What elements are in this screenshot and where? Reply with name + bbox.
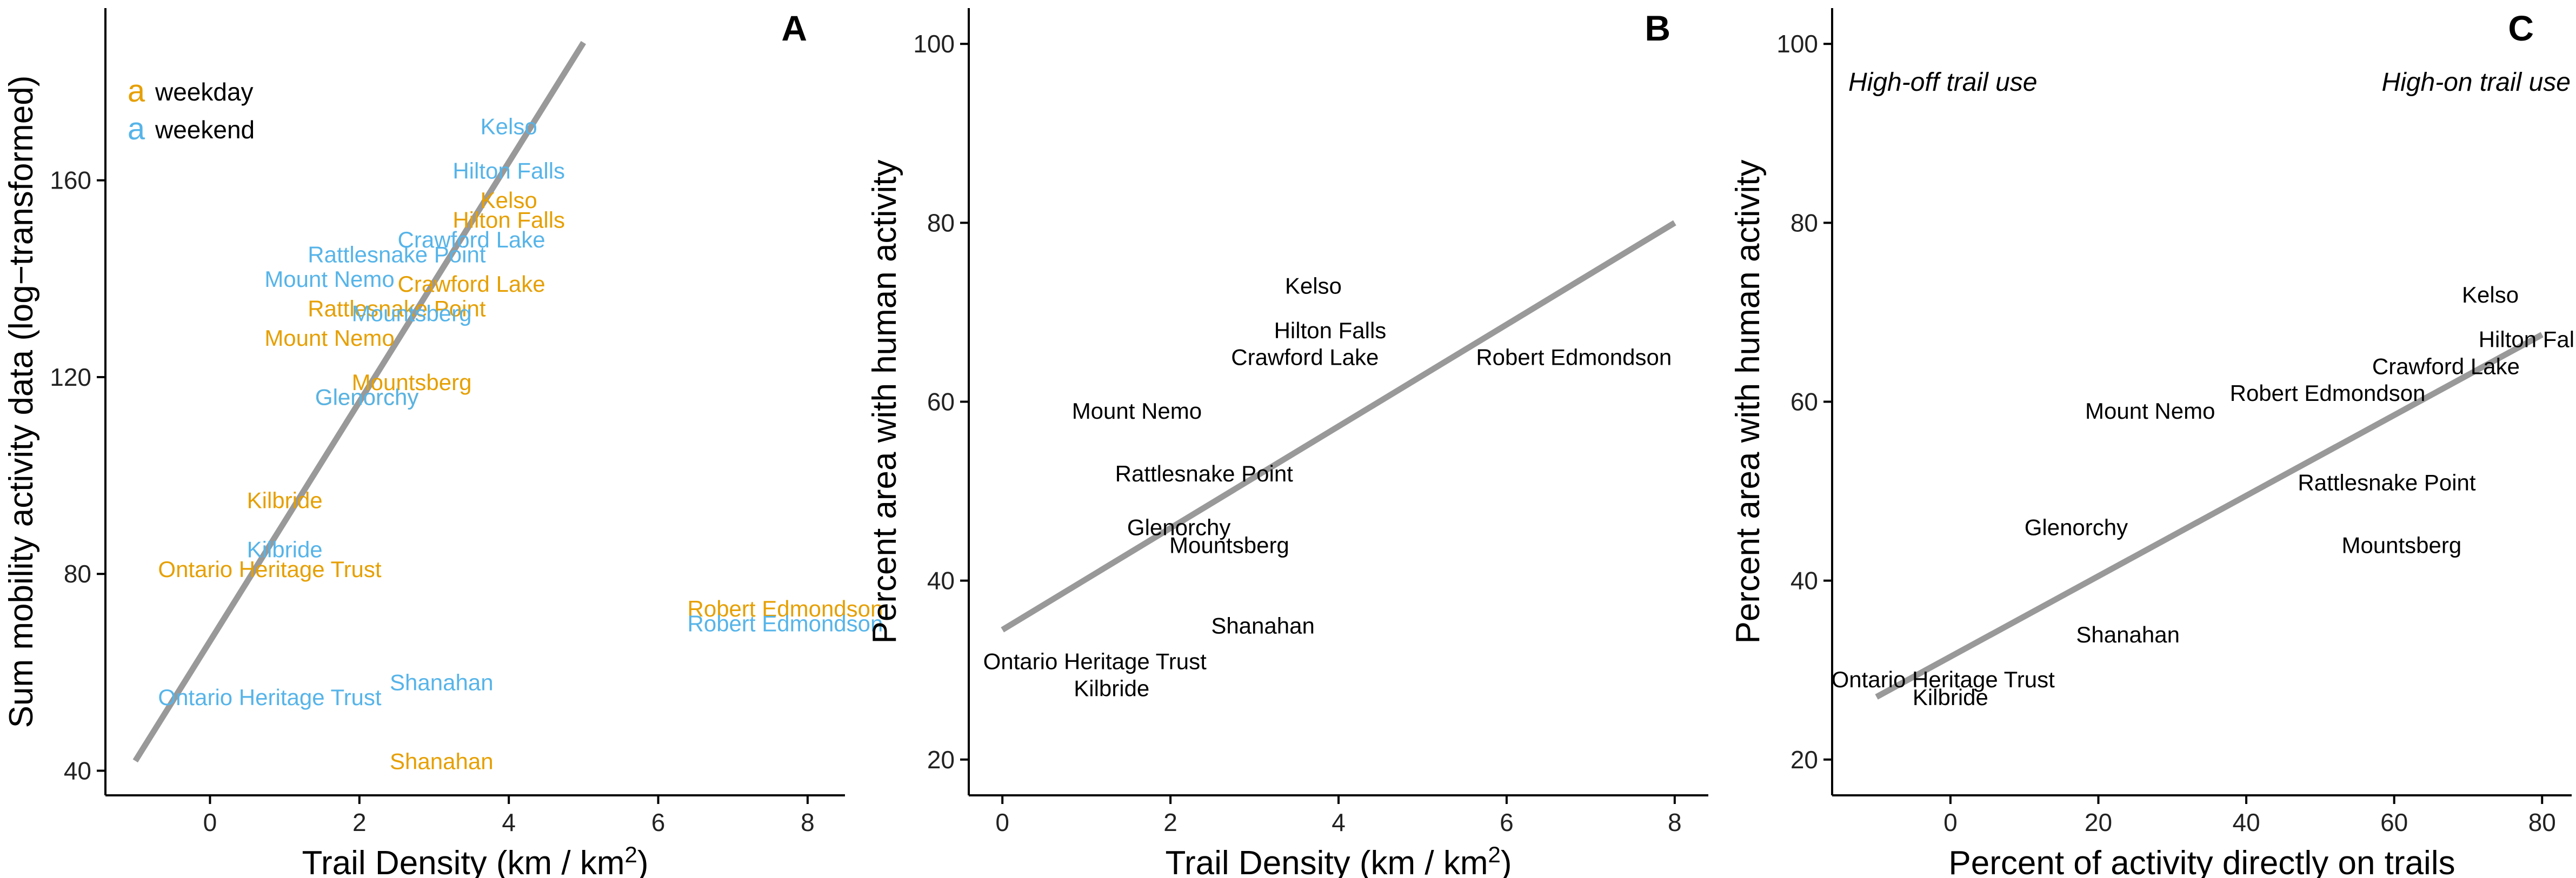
point-label-weekend: Ontario Heritage Trust: [158, 685, 382, 710]
point-label: Rattlesnake Point: [1115, 461, 1294, 486]
fit-line: [132, 41, 587, 763]
x-tick-label: 2: [352, 808, 367, 836]
point-label-weekend: Kelso: [481, 114, 537, 139]
panel-letter: A: [781, 8, 807, 48]
y-tick-label: 20: [1790, 746, 1818, 774]
panel-letter: B: [1645, 8, 1670, 48]
legend-label-weekday: weekday: [155, 78, 254, 106]
x-tick-label: 20: [2085, 808, 2112, 836]
annotation-high-on: High-on trail use: [2382, 68, 2571, 97]
point-label: Mount Nemo: [1072, 398, 1202, 424]
point-label: Kilbride: [1074, 675, 1149, 701]
x-tick-label: 6: [651, 808, 665, 836]
y-axis-label: Percent area with human activity: [1729, 160, 1767, 644]
point-label: Hilton Falls: [1274, 318, 1387, 343]
point-label: Crawford Lake: [1231, 345, 1379, 370]
y-tick-label: 60: [1790, 388, 1818, 416]
point-label-weekday: Ontario Heritage Trust: [158, 557, 382, 582]
x-tick-label: 60: [2380, 808, 2408, 836]
point-label-weekend: Hilton Falls: [452, 158, 565, 184]
point-label-weekday: Rattlesnake Point: [308, 296, 486, 321]
fit-line: [1875, 332, 2544, 700]
y-tick-label: 100: [913, 30, 955, 58]
point-label-weekday: Mount Nemo: [264, 325, 394, 351]
y-tick-label: 80: [64, 560, 91, 588]
fit-line: [1001, 220, 1676, 633]
panel-letter: C: [2508, 8, 2534, 48]
y-tick-label: 80: [927, 209, 955, 237]
x-axis-label: Trail Density (km / km2): [1165, 842, 1512, 878]
y-tick-label: 40: [64, 756, 91, 785]
point-label: Mountsberg: [2341, 532, 2461, 558]
y-tick-label: 120: [50, 363, 91, 391]
point-label-weekday: Mountsberg: [352, 370, 472, 395]
x-tick-label: 40: [2232, 808, 2260, 836]
point-label-weekend: Robert Edmondson: [688, 611, 883, 636]
point-label-weekend: Mountsberg: [352, 301, 472, 326]
point-label: Hilton Falls: [2479, 327, 2576, 352]
point-label: Ontario Heritage Trust: [1832, 667, 2055, 692]
point-label-weekday: Shanahan: [390, 748, 494, 774]
point-label: Mountsberg: [1169, 532, 1289, 558]
legend-label-weekend: weekend: [155, 116, 255, 144]
x-tick-label: 2: [1163, 808, 1177, 836]
y-axis-label: Sum mobility activity data (log−transfor…: [3, 76, 40, 728]
point-label-weekend: Rattlesnake Point: [308, 242, 486, 267]
point-label: Shanahan: [2076, 622, 2180, 647]
y-tick-label: 100: [1776, 30, 1818, 58]
point-label-weekend: Mount Nemo: [264, 266, 394, 292]
x-tick-label: 4: [502, 808, 516, 836]
y-tick-label: 60: [927, 388, 955, 416]
point-label: Kelso: [1285, 273, 1342, 298]
point-label-weekday: Hilton Falls: [452, 207, 565, 233]
x-axis-label: Percent of activity directly on trails: [1948, 845, 2455, 878]
point-label: Glenorchy: [1127, 514, 1230, 540]
x-tick-label: 6: [1500, 808, 1514, 836]
panel-c: 0 20 40 60 80 20 40 60 80 100 Percent of activity …: [1729, 8, 2576, 878]
point-label: Crawford Lake: [2372, 353, 2520, 379]
point-label: Kilbride: [1913, 685, 1988, 710]
point-label: Robert Edmondson: [2230, 380, 2426, 406]
y-axis-label: Percent area with human activity: [866, 160, 903, 644]
legend-key-weekday: a: [128, 73, 145, 109]
point-label: Robert Edmondson: [1476, 345, 1672, 370]
x-tick-label: 8: [801, 808, 815, 836]
y-tick-label: 80: [1790, 209, 1818, 237]
point-label: Shanahan: [1211, 613, 1315, 638]
point-label: Mount Nemo: [2085, 398, 2215, 424]
legend: a weekday a weekend: [128, 73, 255, 146]
point-label: Kelso: [2462, 282, 2519, 307]
y-tick-label: 40: [1790, 567, 1818, 595]
x-tick-label: 0: [995, 808, 1009, 836]
point-label-weekday: Robert Edmondson: [688, 596, 883, 621]
point-label-weekday: Glenorchy: [315, 384, 418, 410]
x-axis-label: Trail Density (km / km2): [302, 842, 648, 878]
y-tick-label: 160: [50, 166, 91, 195]
y-tick-label: 20: [927, 746, 955, 774]
point-label-weekend: Shanahan: [390, 670, 494, 695]
annotation-high-off: High-off trail use: [1848, 68, 2037, 97]
point-label: Ontario Heritage Trust: [983, 649, 1207, 674]
x-tick-label: 0: [1943, 808, 1958, 836]
y-tick-label: 40: [927, 567, 955, 595]
x-tick-label: 4: [1332, 808, 1346, 836]
x-tick-label: 8: [1668, 808, 1682, 836]
point-label-weekday: Crawford Lake: [398, 271, 545, 297]
x-tick-label: 0: [203, 808, 217, 836]
point-label-weekend: Kilbride: [247, 537, 323, 562]
point-label: Rattlesnake Point: [2298, 470, 2476, 495]
point-label-weekend: Glenorchy: [315, 384, 418, 410]
point-label-weekend: Crawford Lake: [398, 227, 545, 252]
point-label: Glenorchy: [2025, 514, 2128, 540]
legend-key-weekend: a: [128, 111, 145, 146]
x-tick-label: 80: [2528, 808, 2556, 836]
point-label-weekday: Kilbride: [247, 488, 323, 513]
point-label-weekday: Kelso: [481, 187, 537, 213]
panel-b: 0 2 4 6 8 20 40 60 80 100 Trail Density (km / km2)…: [866, 8, 1708, 878]
panel-a: 0 2 4 6 8 40 80 120 160 Trail Density (km / km2) S…: [3, 8, 883, 878]
